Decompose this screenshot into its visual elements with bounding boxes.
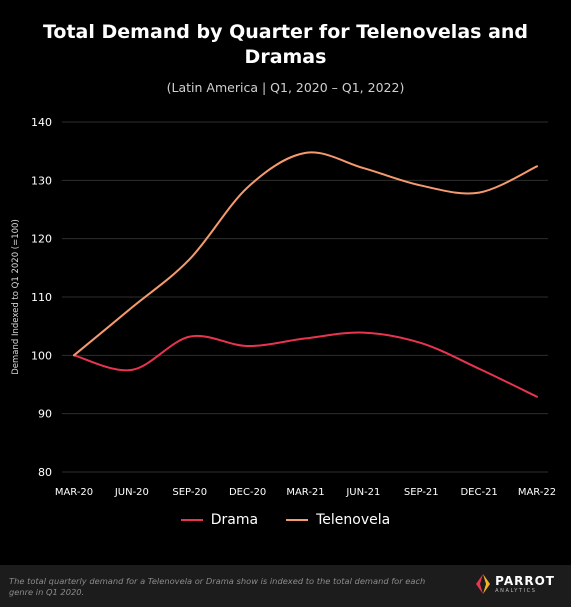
y-tick-label: 90: [38, 408, 52, 421]
chart-subtitle: (Latin America | Q1, 2020 – Q1, 2022): [166, 80, 405, 95]
y-tick-label: 120: [31, 233, 52, 246]
y-tick-label: 100: [31, 349, 52, 362]
x-tick-label: DEC-20: [229, 487, 266, 498]
y-tick-label: 130: [31, 174, 52, 187]
legend-label-drama: Drama: [210, 512, 259, 528]
brand-name: PARROT: [495, 573, 555, 588]
brand-subtitle: ANALYTICS: [495, 587, 537, 594]
chart-title: Total Demand by Quarter for Telenovelas …: [42, 21, 529, 68]
brand-logo: PARROT ANALYTICS: [476, 574, 555, 594]
x-tick-label: MAR-21: [286, 487, 324, 498]
footer-bar: The total quarterly demand for a Telenov…: [0, 565, 571, 607]
x-tick-label: DEC-21: [460, 487, 497, 498]
legend-swatch-telenovela: [286, 519, 309, 521]
legend-swatch-drama: [180, 519, 203, 521]
y-tick-label: 140: [31, 116, 52, 129]
y-axis-title: Demand Indexed to Q1 2020 (=100): [11, 219, 21, 375]
legend-item-drama: Drama: [180, 512, 259, 528]
y-tick-label: 80: [38, 466, 52, 479]
series-line-drama: [73, 331, 538, 398]
y-tick-label: 110: [31, 291, 52, 304]
parrot-logo-icon: [476, 574, 491, 594]
x-tick-label: JUN-20: [114, 487, 149, 498]
line-chart: 80 90 100 110 120 130 140 MAR-20 JUN-20 SEP-20 DEC…: [11, 116, 556, 498]
legend-label-telenovela: Telenovela: [316, 512, 391, 528]
x-tick-label: SEP-20: [172, 487, 207, 498]
series-line-telenovela: [73, 151, 538, 357]
x-tick-label: SEP-21: [404, 487, 439, 498]
footnote: The total quarterly demand for a Telenov…: [9, 576, 426, 597]
x-tick-label: MAR-22: [518, 487, 556, 498]
chart-legend: Drama Telenovela: [0, 512, 571, 528]
x-tick-label: MAR-20: [55, 487, 93, 498]
legend-item-telenovela: Telenovela: [286, 512, 390, 528]
x-tick-label: JUN-21: [345, 487, 380, 498]
